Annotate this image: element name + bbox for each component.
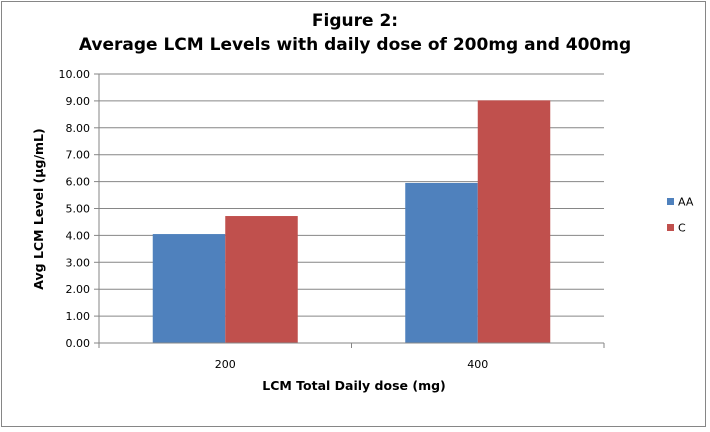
legend-item-c: C bbox=[667, 222, 686, 235]
legend-label: C bbox=[678, 222, 686, 235]
bar-aa-200 bbox=[152, 234, 226, 343]
bar-c-200 bbox=[225, 216, 298, 343]
y-axis-title: Avg LCM Level (µg/mL) bbox=[31, 128, 46, 289]
y-tick-label: 2.00 bbox=[66, 283, 91, 296]
x-axis-ticks: 200 400 bbox=[98, 343, 605, 371]
bars bbox=[152, 100, 551, 343]
y-tick-label: 5.00 bbox=[66, 203, 91, 216]
y-tick-label: 9.00 bbox=[66, 95, 91, 108]
bar-aa-400 bbox=[405, 182, 478, 343]
y-tick-label: 0.00 bbox=[66, 337, 91, 350]
y-tick-label: 6.00 bbox=[66, 176, 91, 189]
y-axis-ticks: 0.00 1.00 2.00 3.00 4.00 5.00 6.00 7.00 8.00 9.00… bbox=[59, 68, 99, 350]
bar-c-400 bbox=[477, 100, 551, 343]
chart-title-line1: Figure 2: bbox=[312, 11, 398, 31]
chart-frame bbox=[1, 1, 706, 427]
y-tick-label: 1.00 bbox=[66, 310, 91, 323]
x-tick-label: 400 bbox=[467, 358, 488, 371]
legend: AA C bbox=[667, 196, 694, 235]
x-axis-title: LCM Total Daily dose (mg) bbox=[262, 378, 446, 393]
legend-swatch bbox=[667, 224, 674, 231]
y-tick-label: 4.00 bbox=[66, 229, 91, 242]
legend-swatch bbox=[667, 198, 674, 205]
y-tick-label: 7.00 bbox=[66, 149, 91, 162]
y-tick-label: 8.00 bbox=[66, 122, 91, 135]
legend-item-aa: AA bbox=[667, 196, 694, 209]
legend-label: AA bbox=[678, 196, 694, 209]
chart-title-line2: Average LCM Levels with daily dose of 20… bbox=[79, 35, 631, 55]
x-tick-label: 200 bbox=[215, 358, 236, 371]
y-tick-label: 10.00 bbox=[59, 68, 91, 81]
y-tick-label: 3.00 bbox=[66, 256, 91, 269]
